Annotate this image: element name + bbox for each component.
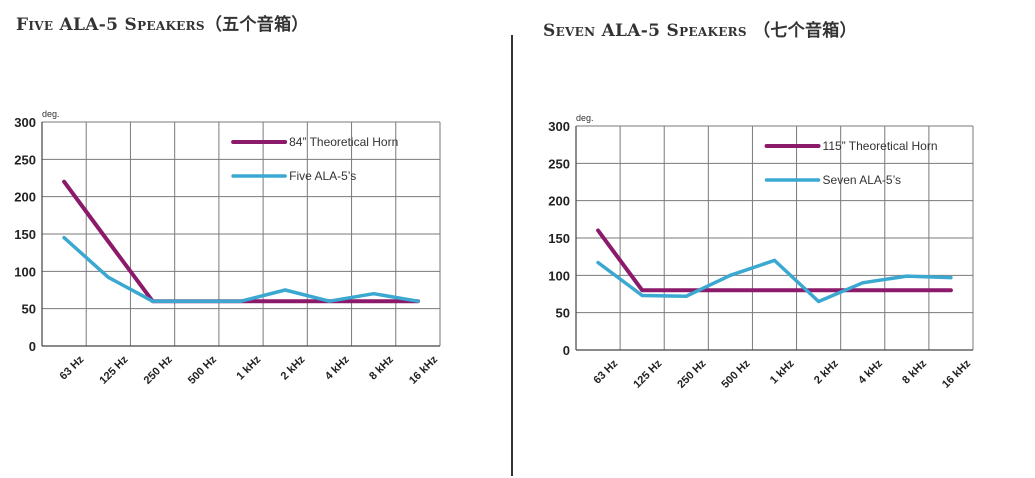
data-point xyxy=(684,294,688,298)
data-point xyxy=(283,288,287,292)
data-point xyxy=(640,288,644,292)
chart-title-seven-speakers: Seven ALA-5 Speakers （七个音箱） xyxy=(543,21,857,41)
data-point xyxy=(640,293,644,298)
legend-label: 115” Theoretical Horn xyxy=(823,139,938,153)
data-point xyxy=(905,288,909,292)
x-tick-label: 125 Hz xyxy=(97,353,130,386)
data-point xyxy=(283,299,287,303)
x-tick-label: 8 kHz xyxy=(900,357,929,386)
data-point xyxy=(195,299,199,303)
y-tick-label: 50 xyxy=(22,302,36,317)
x-tick-label: 500 Hz xyxy=(186,353,219,386)
data-point xyxy=(372,292,376,296)
x-tick-label: 4 kHz xyxy=(323,353,352,382)
legend-label: 84” Theoretical Horn xyxy=(289,135,398,149)
legend-label: Seven ALA-5’s xyxy=(823,173,902,187)
x-tick-label: 1 kHz xyxy=(234,353,263,382)
data-point xyxy=(684,288,688,292)
panel-divider xyxy=(511,35,513,476)
series-line-ala5 xyxy=(596,258,953,304)
data-point xyxy=(728,288,732,292)
data-point xyxy=(817,299,821,304)
x-tick-label: 1 kHz xyxy=(768,357,797,386)
data-point xyxy=(772,258,777,262)
chart-five-speakers: deg. 0 50 100 150 200 250 300 63 Hz 125 Hz 250 Hz 5… xyxy=(14,109,441,387)
data-point xyxy=(861,288,865,292)
y-tick-label: 200 xyxy=(14,190,36,205)
y-tick-label: 100 xyxy=(548,268,570,283)
x-tick-label: 16 kHz xyxy=(407,353,440,386)
x-tick-label: 2 kHz xyxy=(812,357,841,386)
data-point xyxy=(596,261,600,265)
y-tick-label: 0 xyxy=(29,339,36,354)
y-tick-label: 300 xyxy=(548,119,570,134)
y-tick-label: 250 xyxy=(548,156,570,171)
x-tick-label: 63 Hz xyxy=(591,357,620,386)
series-line-ala5 xyxy=(62,235,420,303)
data-point xyxy=(416,299,420,303)
x-tick-label: 4 kHz xyxy=(856,357,885,386)
data-point xyxy=(239,299,243,303)
x-tick-label: 2 kHz xyxy=(279,353,308,382)
data-point xyxy=(817,288,821,292)
x-tick-label: 16 kHz xyxy=(940,357,973,390)
y-tick-label: 250 xyxy=(14,152,36,167)
data-point xyxy=(372,299,376,303)
x-tick-label: 250 Hz xyxy=(142,353,175,386)
data-point xyxy=(861,281,865,285)
data-point xyxy=(596,228,600,233)
data-point xyxy=(150,299,155,303)
data-point xyxy=(62,180,66,184)
y-tick-label: 50 xyxy=(556,306,570,321)
y-axis-unit-label: deg. xyxy=(576,113,594,123)
x-tick-label: 8 kHz xyxy=(367,353,396,382)
data-point xyxy=(905,274,909,278)
data-point xyxy=(949,288,953,292)
y-tick-label: 100 xyxy=(14,264,36,279)
legend-label: Five ALA-5’s xyxy=(289,169,356,183)
x-tick-label: 500 Hz xyxy=(719,357,752,390)
x-tick-label: 250 Hz xyxy=(675,357,708,390)
y-tick-label: 150 xyxy=(548,231,570,246)
data-point xyxy=(949,275,953,280)
y-axis-unit-label: deg. xyxy=(42,109,60,119)
data-point xyxy=(728,273,732,277)
data-point xyxy=(106,275,110,279)
data-point xyxy=(62,236,66,240)
y-tick-label: 150 xyxy=(14,227,36,242)
data-point xyxy=(106,239,110,244)
data-point xyxy=(327,299,332,303)
y-tick-label: 300 xyxy=(14,115,36,130)
x-tick-label: 63 Hz xyxy=(58,353,87,382)
chart-title-five-speakers: Five ALA-5 Speakers（五个音箱） xyxy=(16,15,309,35)
y-tick-label: 200 xyxy=(548,194,570,209)
x-tick-label: 125 Hz xyxy=(631,357,664,390)
chart-seven-speakers: deg. 0 50 100 150 200 250 300 63 Hz 125 Hz 250 Hz 5… xyxy=(548,113,974,391)
data-point xyxy=(772,288,777,292)
y-tick-label: 0 xyxy=(563,343,570,358)
